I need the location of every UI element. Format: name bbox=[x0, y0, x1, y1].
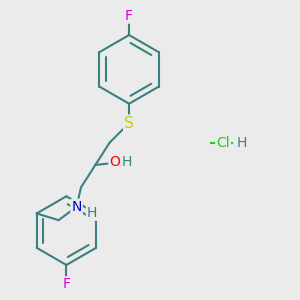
Text: H: H bbox=[237, 136, 247, 149]
Text: O: O bbox=[109, 155, 120, 169]
Text: F: F bbox=[62, 278, 70, 291]
Text: Cl: Cl bbox=[216, 136, 230, 149]
Text: H: H bbox=[122, 155, 132, 169]
Text: S: S bbox=[124, 116, 134, 130]
Text: F: F bbox=[125, 9, 133, 22]
Text: N: N bbox=[71, 200, 82, 214]
Text: H: H bbox=[87, 206, 97, 220]
